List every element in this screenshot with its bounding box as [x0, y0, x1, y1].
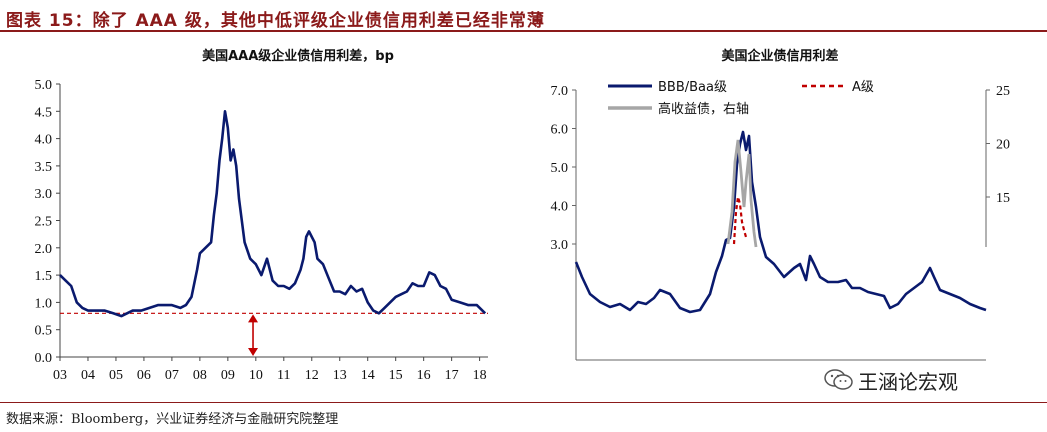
- chart-title: 美国AAA级企业债信用利差，bp: [202, 48, 394, 64]
- aaa-spread-chart: 美国AAA级企业债信用利差，bp 0.0 0.5 1.0 1.5 2.0 2.5 3.0 3.…: [35, 48, 488, 383]
- y-tick-label: 4.5: [35, 105, 53, 120]
- x-tick-label: 13: [333, 368, 347, 383]
- x-tick-label: 08: [193, 368, 207, 383]
- x-tick-label: 14: [361, 368, 375, 383]
- x-tick-label: 15: [389, 368, 403, 383]
- source-rule: [0, 402, 1047, 403]
- x-tick-label: 07: [165, 368, 179, 383]
- x-tick-label: 05: [109, 368, 123, 383]
- y-tick-label: 1.5: [35, 269, 53, 284]
- x-tick-label: 03: [53, 368, 67, 383]
- right-tick-label: 25: [996, 84, 1010, 99]
- watermark: 王涵论宏观: [858, 370, 958, 394]
- y-tick-label: 5.0: [35, 78, 53, 93]
- legend-label-a: A级: [852, 80, 874, 95]
- x-tick-label: 12: [305, 368, 319, 383]
- arrow-head-down: [248, 348, 259, 356]
- title-rule: [0, 30, 1047, 32]
- left-tick-label: 6.0: [551, 123, 569, 138]
- left-tick-label: 7.0: [551, 84, 569, 99]
- a-grade-series-line: [732, 196, 748, 245]
- series-line: [59, 110, 487, 318]
- left-tick-label: 5.0: [551, 161, 569, 176]
- y-tick-label: 3.0: [35, 187, 53, 202]
- legend-label-high-yield: 高收益债，右轴: [658, 101, 749, 117]
- y-tick-label: 2.0: [35, 242, 53, 257]
- y-tick-label: 0.5: [35, 324, 53, 339]
- figure-title: 图表 15：除了 AAA 级，其他中低评级企业债信用利差已经非常薄: [6, 11, 545, 31]
- legend-label-bbb: BBB/Baa级: [658, 80, 727, 95]
- x-tick-label: 09: [221, 368, 235, 383]
- wechat-icon: [824, 368, 854, 396]
- y-tick-label: 0.0: [35, 351, 53, 366]
- y-tick-label: 3.5: [35, 160, 53, 175]
- x-tick-label: 04: [81, 368, 95, 383]
- y-tick-label: 2.5: [35, 215, 53, 230]
- y-tick-label: 1.0: [35, 296, 53, 311]
- x-tick-label: 11: [277, 368, 290, 383]
- right-tick-label: 15: [996, 191, 1010, 206]
- bbb-series-line: [574, 130, 987, 314]
- x-tick-label: 10: [249, 368, 263, 383]
- right-tick-label: 20: [996, 138, 1010, 153]
- x-tick-label: 17: [445, 368, 459, 383]
- x-tick-label: 16: [417, 368, 431, 383]
- high-yield-series-line: [726, 139, 758, 248]
- chart-title: 美国企业债信用利差: [721, 48, 838, 64]
- y-tick-label: 4.0: [35, 133, 53, 148]
- arrow-head-up: [248, 314, 259, 323]
- left-tick-label: 3.0: [551, 238, 569, 253]
- x-tick-label: 06: [137, 368, 151, 383]
- left-tick-label: 4.0: [551, 200, 569, 215]
- x-tick-label: 18: [473, 368, 487, 383]
- source-note: 数据来源：Bloomberg，兴业证券经济与金融研究院整理: [6, 412, 339, 427]
- corporate-spread-chart: 美国企业债信用利差 3.0 4.0 5.0 6.0 7.0 15 20 25 BBB/Baa级…: [551, 48, 1010, 361]
